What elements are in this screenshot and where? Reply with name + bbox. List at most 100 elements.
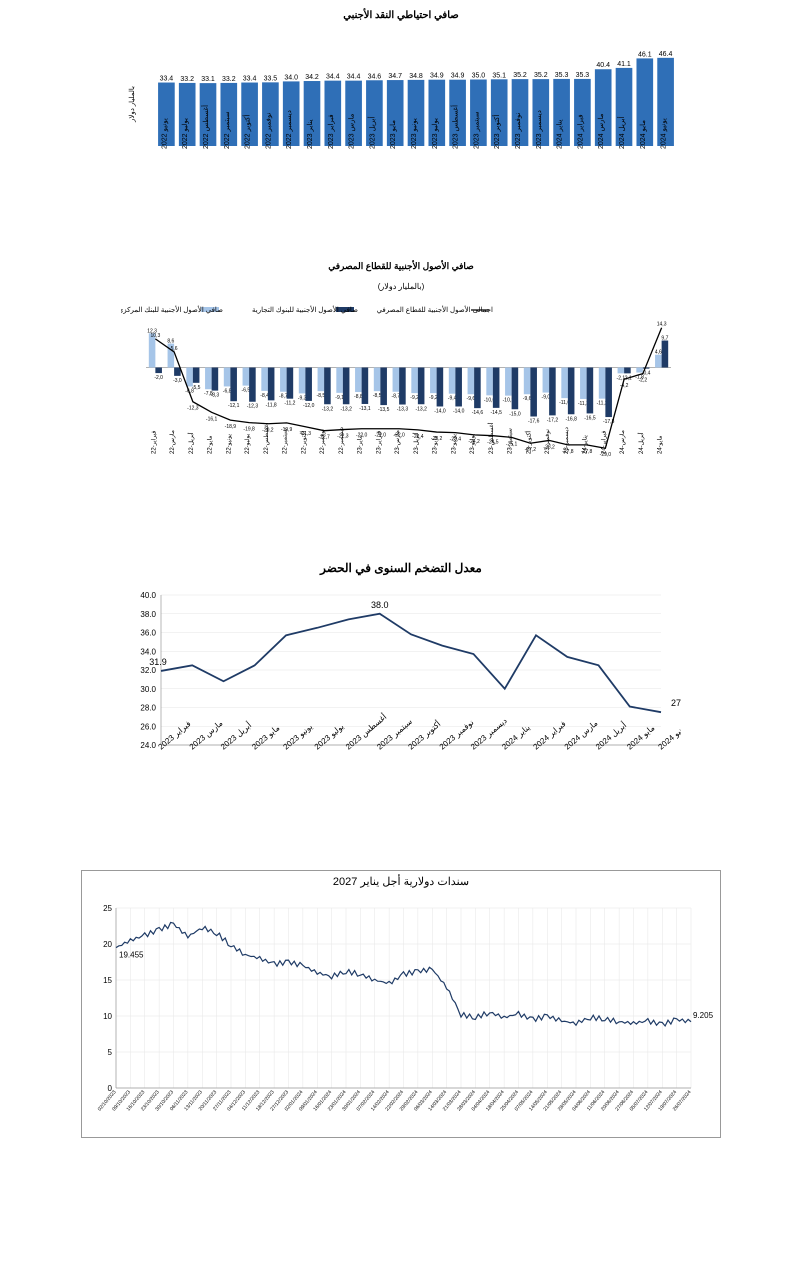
svg-text:مارس 2023: مارس 2023	[188, 719, 225, 752]
svg-text:-9,2: -9,2	[410, 395, 419, 401]
svg-text:صافي الأصول الأجنبية للبنوك ال: صافي الأصول الأجنبية للبنوك التجارية	[252, 304, 358, 314]
svg-text:فبراير 2024: فبراير 2024	[576, 114, 584, 149]
svg-text:أبريل-22: أبريل-22	[186, 432, 195, 454]
svg-text:-9,4: -9,4	[448, 396, 457, 402]
svg-text:41.1: 41.1	[617, 61, 631, 68]
svg-text:-9,6: -9,6	[523, 396, 532, 402]
svg-text:35.3: 35.3	[555, 72, 569, 79]
svg-text:نوفمبر-22: نوفمبر-22	[320, 429, 326, 454]
svg-text:-9,0: -9,0	[542, 395, 551, 401]
svg-text:-8,4: -8,4	[260, 393, 269, 399]
svg-text:يونيو-22: يونيو-22	[226, 434, 232, 454]
svg-text:فبراير 2023: فبراير 2023	[327, 114, 335, 149]
svg-text:32.0: 32.0	[140, 666, 156, 675]
svg-text:فبراير 2024: فبراير 2024	[532, 719, 568, 751]
svg-text:-22,0: -22,0	[356, 433, 368, 439]
svg-text:يونيو 2022: يونيو 2022	[161, 118, 168, 149]
svg-text:يناير 2024: يناير 2024	[556, 119, 564, 149]
svg-text:-16,1: -16,1	[206, 416, 218, 422]
svg-text:9,7: 9,7	[661, 336, 668, 342]
svg-text:-14,5: -14,5	[490, 410, 502, 416]
svg-text:سبتمبر 2023: سبتمبر 2023	[473, 111, 480, 149]
chart-dollar-bonds: سندات دولارية أجل يناير 2027 05101520250…	[81, 870, 721, 1138]
svg-text:-13,2: -13,2	[322, 406, 334, 412]
svg-text:-15,0: -15,0	[509, 411, 521, 417]
svg-text:-11,2: -11,2	[284, 401, 295, 407]
svg-text:-12,3: -12,3	[187, 406, 199, 412]
svg-text:10,3: 10,3	[151, 333, 161, 339]
svg-text:-19,9: -19,9	[281, 427, 293, 433]
svg-text:4,6: 4,6	[655, 350, 662, 356]
chart1-svg: بالمليار دولار 33.4 يونيو 2022 33.2 يوليو 20…	[121, 31, 681, 201]
svg-text:5,6: 5,6	[171, 346, 178, 352]
svg-text:38.0: 38.0	[371, 600, 389, 610]
svg-text:-13,1: -13,1	[359, 406, 371, 412]
svg-text:-8,5: -8,5	[317, 393, 326, 399]
svg-text:فبراير-22: فبراير-22	[150, 431, 157, 454]
svg-text:46.4: 46.4	[659, 51, 673, 58]
svg-text:34.9: 34.9	[451, 73, 465, 80]
svg-text:30.0: 30.0	[140, 685, 156, 694]
chart1-title: صافي احتياطي النقد الأجنبي	[121, 10, 681, 21]
svg-text:34.7: 34.7	[388, 73, 402, 80]
svg-text:34.4: 34.4	[347, 74, 361, 81]
svg-text:-21,3: -21,3	[300, 431, 312, 437]
svg-text:14,3: 14,3	[657, 322, 667, 328]
svg-text:34.9: 34.9	[430, 73, 444, 80]
svg-text:ديسمبر 2023: ديسمبر 2023	[536, 110, 543, 149]
svg-text:أغسطس-23: أغسطس-23	[486, 422, 495, 454]
svg-text:مارس-24: مارس-24	[619, 430, 626, 454]
svg-text:-12,3: -12,3	[247, 404, 259, 410]
svg-text:مايو 2023: مايو 2023	[389, 120, 397, 149]
svg-text:34.4: 34.4	[326, 74, 340, 81]
svg-text:-5,5: -5,5	[192, 385, 201, 391]
svg-text:-8,7: -8,7	[392, 394, 401, 400]
svg-text:-9,1: -9,1	[335, 395, 344, 401]
svg-text:-16,5: -16,5	[584, 415, 596, 421]
svg-text:40.0: 40.0	[140, 591, 156, 600]
svg-text:33.2: 33.2	[180, 76, 194, 83]
svg-text:بالمليار دولار: بالمليار دولار	[128, 86, 136, 123]
svg-text:يوليو 2022: يوليو 2022	[181, 118, 189, 149]
svg-text:مارس 2024: مارس 2024	[563, 719, 600, 752]
svg-text:يوليو 2023: يوليو 2023	[431, 118, 439, 149]
svg-text:-12,0: -12,0	[303, 403, 315, 409]
svg-text:-8,5: -8,5	[373, 393, 382, 399]
chart3-svg: 24.026.028.030.032.034.036.038.040.0فبرا…	[121, 585, 681, 810]
svg-text:نوفمبر 2023: نوفمبر 2023	[515, 112, 522, 149]
svg-text:صافي الأصول الأجنبية للبنك الم: صافي الأصول الأجنبية للبنك المركزى	[121, 304, 223, 314]
svg-text:-8,3: -8,3	[211, 393, 220, 399]
svg-text:يوليو-22: يوليو-22	[244, 433, 251, 454]
svg-text:33.4: 33.4	[160, 76, 174, 83]
svg-text:-27,2: -27,2	[525, 447, 537, 453]
svg-text:-13,2: -13,2	[340, 406, 352, 412]
svg-text:-3,0: -3,0	[173, 378, 182, 384]
svg-text:يناير 2023: يناير 2023	[306, 119, 314, 149]
svg-text:فبراير 2023: فبراير 2023	[157, 719, 193, 751]
svg-text:27.5: 27.5	[671, 698, 681, 708]
svg-text:-17,2: -17,2	[547, 417, 559, 423]
chart-fx-reserves: صافي احتياطي النقد الأجنبي بالمليار دولا…	[121, 10, 681, 201]
svg-text:سبتمبر 2022: سبتمبر 2022	[224, 111, 231, 149]
svg-text:-6,5: -6,5	[242, 388, 251, 394]
svg-text:-24,5: -24,5	[487, 440, 499, 446]
svg-text:36.0: 36.0	[140, 629, 156, 638]
svg-text:19.455: 19.455	[119, 951, 144, 960]
svg-text:31.9: 31.9	[149, 657, 167, 667]
svg-text:35.3: 35.3	[576, 72, 590, 79]
svg-text:-22,0: -22,0	[375, 433, 387, 439]
svg-text:34.0: 34.0	[140, 647, 156, 656]
svg-text:-27,8: -27,8	[562, 449, 574, 455]
svg-text:-9,3: -9,3	[298, 395, 307, 401]
svg-text:-4,2: -4,2	[620, 383, 629, 389]
svg-text:35.1: 35.1	[492, 72, 506, 79]
chart-net-foreign-assets: صافي الأصول الأجنبية للقطاع المصرفي (بال…	[121, 261, 681, 501]
svg-text:-14,6: -14,6	[472, 410, 484, 416]
svg-text:-8,7: -8,7	[279, 394, 288, 400]
svg-text:-20,2: -20,2	[262, 428, 274, 434]
svg-text:24.0: 24.0	[140, 741, 156, 750]
svg-text:-22,4: -22,4	[412, 434, 424, 440]
svg-text:-14,0: -14,0	[434, 408, 446, 414]
svg-text:35.2: 35.2	[534, 72, 548, 79]
svg-text:34.0: 34.0	[284, 74, 298, 81]
